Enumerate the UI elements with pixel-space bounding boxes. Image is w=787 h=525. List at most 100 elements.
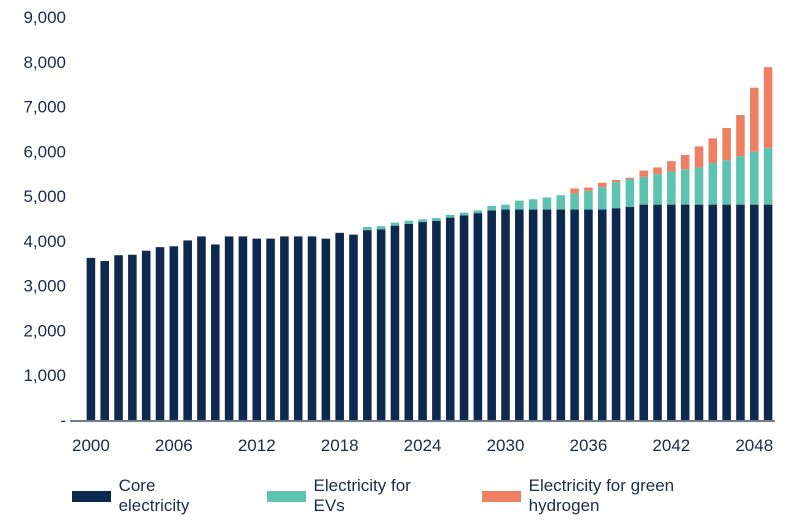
y-tick-label: 2,000 <box>23 321 66 340</box>
legend-swatch-evs <box>266 490 306 502</box>
bar-segment-series-1-2040 <box>639 176 648 205</box>
y-tick-label: 6,000 <box>23 142 66 161</box>
x-tick-label: 2042 <box>652 436 690 455</box>
bar-segment-series-1-2037 <box>597 187 607 210</box>
bar-segment-series-1-2043 <box>680 169 690 205</box>
y-tick-label: - <box>60 411 66 430</box>
bar-segment-series-1-2024 <box>418 219 427 223</box>
bar-segment-series-0-2017 <box>321 238 331 420</box>
x-tick-label: 2018 <box>321 436 359 455</box>
bar-segment-series-1-2020 <box>363 227 372 231</box>
bar-segment-series-0-2030 <box>501 209 510 420</box>
bar-segment-series-0-2032 <box>528 209 538 420</box>
bar-segment-series-0-2046 <box>722 204 731 420</box>
bar-segment-series-1-2031 <box>515 200 524 210</box>
bar-segment-series-0-2045 <box>708 204 718 420</box>
legend-swatch-core <box>72 490 111 502</box>
bar-segment-series-0-2005 <box>155 247 165 420</box>
bar-segment-series-1-2033 <box>542 197 552 210</box>
bar-segment-series-0-2044 <box>694 204 704 420</box>
bar-segment-series-2-2043 <box>680 154 690 170</box>
bar-segment-series-0-2036 <box>584 209 593 420</box>
x-tick-label: 2036 <box>570 436 608 455</box>
bar-segment-series-2-2035 <box>570 188 579 194</box>
bar-segment-series-0-2031 <box>515 209 524 420</box>
y-tick-label: 4,000 <box>23 232 66 251</box>
bar-segment-series-0-2008 <box>197 236 206 420</box>
bar-segment-series-0-2020 <box>363 230 372 420</box>
bar-segment-series-2-2039 <box>625 177 635 180</box>
bar-segment-series-1-2028 <box>473 210 483 214</box>
bar-segment-series-2-2045 <box>708 138 718 163</box>
stacked-bar-chart: - 1,000 2,000 3,000 4,000 5,000 6,000 7,000 8,00… <box>23 8 775 455</box>
bar-segment-series-0-2048 <box>749 204 759 420</box>
legend-label-hydrogen: Electricity for green hydrogen <box>528 476 675 515</box>
bar-segment-series-1-2026 <box>445 214 455 218</box>
bar-segment-series-1-2039 <box>625 179 635 207</box>
bar-segment-series-0-2012 <box>252 238 262 420</box>
bar-segment-series-1-2047 <box>736 156 745 205</box>
legend-item-hydrogen: Electricity for green hydrogen <box>482 476 742 516</box>
y-tick-label: 7,000 <box>23 98 66 117</box>
bar-segment-series-1-2022 <box>390 222 400 226</box>
bar-segment-series-0-2000 <box>86 257 96 420</box>
bar-segment-series-0-2021 <box>376 229 386 420</box>
bar-segment-series-0-2039 <box>625 206 635 420</box>
bar-segment-series-1-2035 <box>570 193 579 210</box>
bar-segment-series-1-2046 <box>722 160 731 205</box>
bar-segment-series-0-2038 <box>611 208 621 420</box>
legend-label-evs: Electricity for EVs <box>313 476 411 515</box>
legend-label-core: Core electricity <box>118 476 190 515</box>
bar-segment-series-0-2025 <box>432 220 441 420</box>
bar-segment-series-0-2016 <box>307 236 317 420</box>
bar-segment-series-0-2040 <box>639 204 648 420</box>
bar-segment-series-1-2021 <box>376 226 386 230</box>
legend-swatch-hydrogen <box>482 490 521 502</box>
bar-segment-series-2-2048 <box>749 87 759 152</box>
y-axis-ticks: - 1,000 2,000 3,000 4,000 5,000 6,000 7,000 8,00… <box>23 8 66 430</box>
y-tick-label: 9,000 <box>23 8 66 27</box>
x-tick-label: 2024 <box>404 436 442 455</box>
bar-segment-series-0-2028 <box>473 213 483 420</box>
x-axis-ticks: 2000 2006 2012 2018 2024 2030 2036 2042 2048 <box>72 436 773 455</box>
legend-item-evs: Electricity for EVs <box>266 476 442 516</box>
bar-segment-series-0-2010 <box>224 236 234 420</box>
x-tick-label: 2030 <box>487 436 525 455</box>
bar-segment-series-0-2014 <box>280 236 289 420</box>
bar-segment-series-1-2045 <box>708 162 718 205</box>
bar-segment-series-0-2035 <box>570 209 579 420</box>
bar-segment-series-0-2011 <box>238 236 248 420</box>
bar-segment-series-0-2006 <box>169 246 179 420</box>
bar-segment-series-0-2002 <box>114 255 123 420</box>
bar-segment-series-2-2049 <box>763 67 773 148</box>
bar-segment-series-1-2029 <box>487 205 496 211</box>
bar-segment-series-1-2044 <box>694 167 704 205</box>
bar-segment-series-0-2019 <box>349 234 358 420</box>
bar-segment-series-0-2003 <box>128 254 137 420</box>
bar-segment-series-0-2041 <box>653 204 662 420</box>
bar-segment-series-0-2033 <box>542 209 552 420</box>
bar-segment-series-0-2047 <box>736 204 745 420</box>
bar-segment-series-0-2009 <box>211 244 220 420</box>
bar-segment-series-0-2029 <box>487 210 496 420</box>
x-tick-label: 2006 <box>155 436 193 455</box>
bar-segment-series-0-2027 <box>459 215 469 420</box>
bar-segment-series-1-2036 <box>584 190 593 210</box>
x-tick-label: 2048 <box>735 436 773 455</box>
bar-segment-series-0-2042 <box>667 204 676 420</box>
bar-segment-series-1-2034 <box>556 195 566 210</box>
bars <box>86 67 773 420</box>
bar-segment-series-2-2037 <box>597 182 607 188</box>
x-tick-label: 2000 <box>72 436 110 455</box>
bar-segment-series-2-2046 <box>722 128 731 161</box>
bar-segment-series-0-2007 <box>183 240 192 420</box>
bar-segment-series-2-2047 <box>736 115 745 157</box>
bar-segment-series-2-2036 <box>584 187 593 191</box>
y-tick-label: 1,000 <box>23 366 66 385</box>
bar-segment-series-0-2022 <box>390 225 400 420</box>
bar-segment-series-1-2027 <box>459 212 469 216</box>
bar-segment-series-2-2044 <box>694 146 704 168</box>
bar-segment-series-1-2041 <box>653 174 662 205</box>
bar-segment-series-1-2032 <box>528 199 538 210</box>
bar-segment-series-1-2038 <box>611 182 621 209</box>
